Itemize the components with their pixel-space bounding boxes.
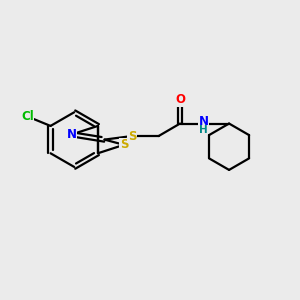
- Text: N: N: [67, 128, 77, 141]
- Text: O: O: [175, 93, 185, 106]
- Text: S: S: [128, 130, 136, 142]
- Text: S: S: [120, 138, 128, 151]
- Text: N: N: [199, 115, 209, 128]
- Text: Cl: Cl: [21, 110, 34, 123]
- Text: H: H: [200, 125, 208, 135]
